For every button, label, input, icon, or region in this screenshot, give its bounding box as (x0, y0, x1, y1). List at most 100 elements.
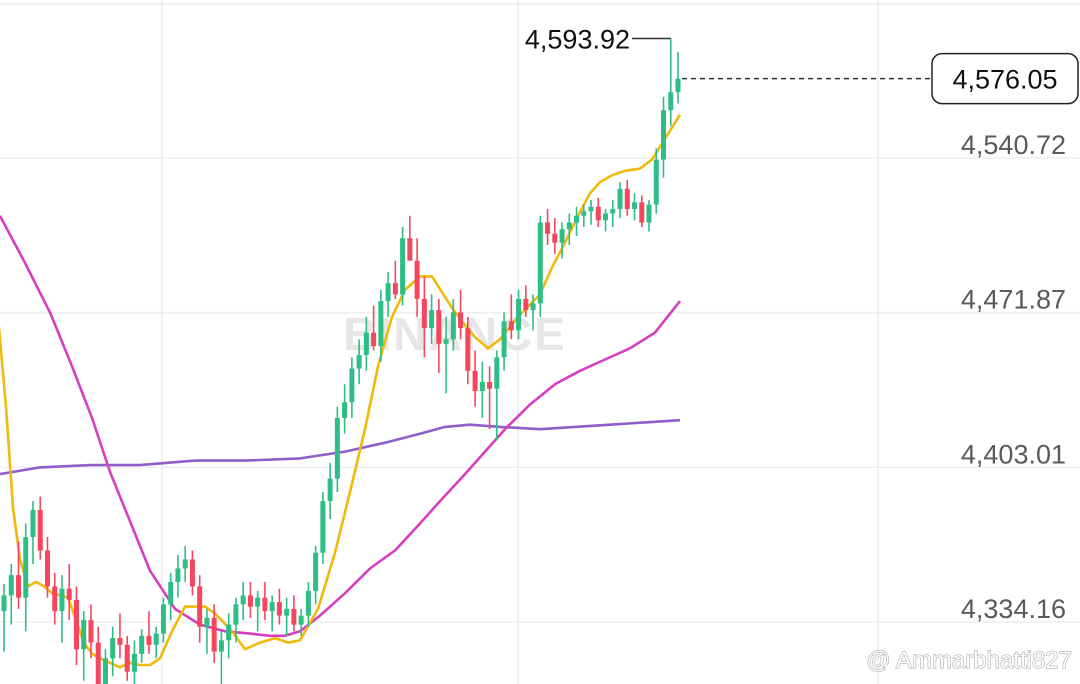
candle-31[interactable] (226, 613, 232, 659)
candle-92[interactable] (668, 38, 674, 126)
candle-19[interactable] (139, 629, 145, 663)
candle-47[interactable] (342, 384, 348, 434)
candles[interactable] (1, 38, 681, 684)
y-axis: 4,540.72 4,471.87 4,403.01 4,334.16 (961, 130, 1066, 624)
candle-22[interactable] (160, 597, 166, 643)
candle-85[interactable] (617, 182, 623, 219)
candle-60[interactable] (436, 298, 442, 374)
candle-11[interactable] (81, 611, 87, 681)
candle-76[interactable] (552, 218, 558, 254)
candle-44[interactable] (320, 492, 326, 564)
candle-64[interactable] (465, 316, 471, 385)
candle-48[interactable] (349, 357, 355, 418)
candle-40[interactable] (291, 595, 297, 632)
candle-33[interactable] (240, 581, 246, 621)
candle-29[interactable] (211, 604, 217, 663)
candle-65[interactable] (472, 350, 478, 407)
candle-25[interactable] (182, 545, 188, 582)
candle-77[interactable] (559, 222, 565, 259)
candle-21[interactable] (153, 626, 159, 659)
candle-38[interactable] (276, 588, 282, 625)
candle-73[interactable] (530, 294, 536, 331)
candle-41[interactable] (298, 608, 304, 636)
candle-45[interactable] (327, 462, 333, 520)
candle-52[interactable] (378, 289, 384, 362)
candle-51[interactable] (371, 305, 377, 351)
candle-84[interactable] (610, 200, 616, 228)
candle-83[interactable] (603, 209, 609, 232)
candle-67[interactable] (487, 366, 493, 430)
candle-3[interactable] (23, 523, 29, 632)
candle-28[interactable] (204, 608, 210, 654)
candle-88[interactable] (639, 195, 645, 228)
candle-37[interactable] (269, 595, 275, 632)
candle-12[interactable] (88, 604, 94, 659)
candle-30[interactable] (218, 631, 224, 684)
candle-43[interactable] (313, 545, 319, 605)
candle-35[interactable] (255, 590, 261, 632)
candle-1[interactable] (8, 563, 14, 625)
candle-68[interactable] (494, 350, 500, 441)
candle-53[interactable] (385, 271, 391, 317)
candle-14[interactable] (102, 649, 108, 684)
candle-13[interactable] (95, 626, 101, 684)
candle-4[interactable] (30, 501, 36, 564)
candle-16[interactable] (117, 613, 123, 659)
candle-10[interactable] (73, 586, 79, 666)
candle-17[interactable] (124, 635, 130, 681)
candle-50[interactable] (363, 316, 369, 371)
candle-8[interactable] (59, 575, 65, 643)
candle-42[interactable] (305, 581, 311, 627)
candle-93[interactable] (675, 51, 681, 104)
candle-87[interactable] (632, 193, 638, 221)
candle-15[interactable] (110, 626, 116, 677)
candle-69[interactable] (501, 312, 507, 371)
candle-32[interactable] (233, 597, 239, 643)
candle-34[interactable] (247, 581, 253, 618)
candle-55[interactable] (400, 227, 406, 306)
candle-57[interactable] (414, 238, 420, 317)
candle-body-72 (523, 298, 529, 311)
candle-79[interactable] (574, 206, 580, 236)
candle-62[interactable] (450, 298, 456, 351)
candle-9[interactable] (66, 563, 72, 621)
candle-80[interactable] (581, 204, 587, 228)
candle-54[interactable] (392, 260, 398, 299)
candle-72[interactable] (523, 285, 529, 317)
candle-78[interactable] (566, 213, 572, 245)
candle-18[interactable] (131, 640, 137, 684)
candle-49[interactable] (356, 339, 362, 385)
candle-26[interactable] (189, 550, 195, 596)
candle-23[interactable] (168, 572, 174, 621)
candle-56[interactable] (407, 215, 413, 261)
candle-71[interactable] (516, 289, 522, 340)
candle-7[interactable] (52, 572, 58, 625)
candle-75[interactable] (545, 209, 551, 245)
candle-2[interactable] (15, 541, 21, 609)
candle-66[interactable] (479, 361, 485, 418)
candle-6[interactable] (44, 536, 50, 598)
candle-27[interactable] (197, 575, 203, 643)
candle-61[interactable] (443, 316, 449, 394)
candle-89[interactable] (646, 200, 652, 232)
candle-90[interactable] (653, 148, 659, 214)
candle-24[interactable] (175, 554, 181, 598)
candle-46[interactable] (334, 406, 340, 493)
candle-59[interactable] (429, 294, 435, 344)
candle-70[interactable] (508, 294, 514, 340)
candle-82[interactable] (595, 197, 601, 228)
candle-81[interactable] (588, 200, 594, 225)
candle-91[interactable] (661, 96, 667, 178)
candle-74[interactable] (537, 215, 543, 317)
candle-86[interactable] (624, 179, 630, 216)
candle-20[interactable] (146, 611, 152, 654)
candle-58[interactable] (421, 276, 427, 358)
candle-5[interactable] (37, 496, 43, 560)
candle-63[interactable] (458, 289, 464, 340)
candle-36[interactable] (262, 581, 268, 621)
candle-39[interactable] (284, 597, 290, 636)
candle-0[interactable] (1, 584, 7, 652)
candle-body-19 (139, 635, 145, 654)
